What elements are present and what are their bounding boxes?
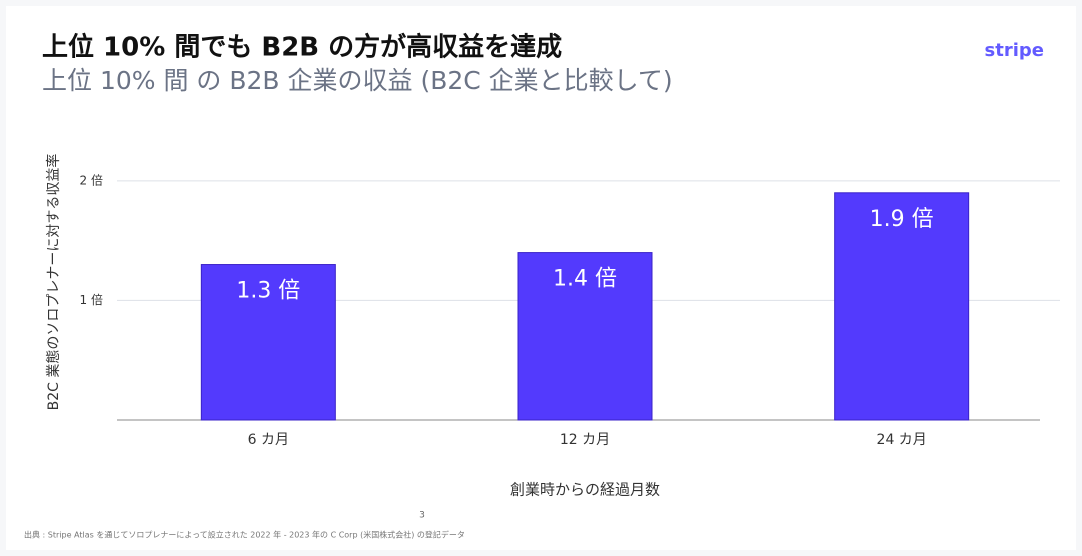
value-label: 1.4 倍 (553, 267, 617, 292)
chart-title: 上位 10% 間でも B2B の方が高収益を達成 (42, 32, 562, 63)
x-axis-label: 創業時からの経過月数 (510, 481, 660, 499)
brand-logo: stripe (985, 40, 1044, 61)
value-label: 1.3 倍 (236, 279, 300, 304)
y-axis-label: B2C 業態のソロプレナーに対する収益率 (45, 154, 62, 411)
x-tick-label: 12 カ月 (560, 432, 610, 448)
chart-subtitle: 上位 10% 間 の B2B 企業の収益 (B2C 企業と比較して) (42, 66, 673, 95)
y-tick-label: 1 倍 (80, 292, 103, 307)
x-tick-label: 6 カ月 (248, 432, 289, 448)
bar (200, 264, 336, 421)
value-label: 1.9 倍 (870, 207, 934, 232)
source-note: 出典 : Stripe Atlas を通じてソロプレナーによって設立された 20… (24, 530, 465, 540)
x-tick-label: 24 カ月 (877, 432, 927, 448)
bar (517, 252, 653, 421)
footnote-mark: 3 (419, 511, 425, 521)
bar (834, 192, 970, 421)
y-tick-label: 2 倍 (80, 172, 103, 187)
